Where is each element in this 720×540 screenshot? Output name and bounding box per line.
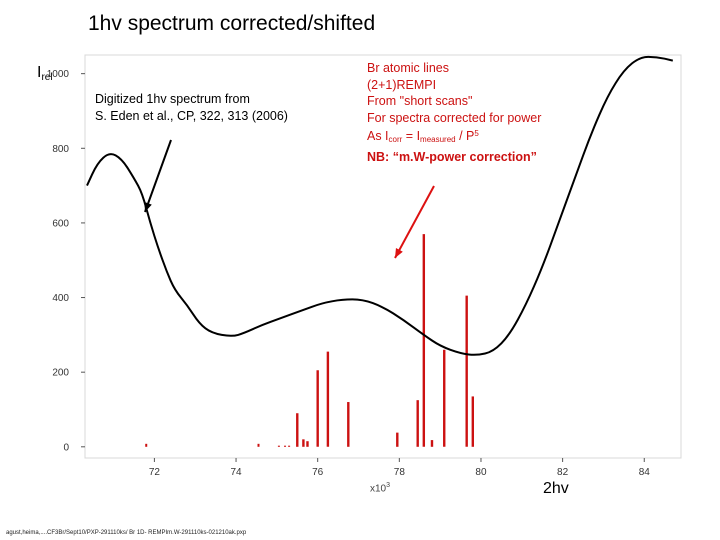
red-arrow-shaft xyxy=(394,185,435,259)
y-tick-label-600: 600 xyxy=(52,218,69,229)
x-axis-label: 2hv xyxy=(543,480,569,497)
y-axis-label-sub: rel xyxy=(41,72,53,83)
x-tick-label-78: 78 xyxy=(394,467,406,478)
y-tick-label-200: 200 xyxy=(52,368,69,379)
digitized-note-line-1: Digitized 1hv spectrum from xyxy=(95,92,250,106)
red-arrow-head xyxy=(395,248,403,258)
y-tick-label-1000: 1000 xyxy=(47,69,70,80)
br-note-line-3: From "short scans" xyxy=(367,94,473,108)
x-tick-label-84: 84 xyxy=(639,467,651,478)
plot-frame xyxy=(84,54,682,459)
x-exponent-base: x10 xyxy=(370,483,387,495)
br-note-line-4: For spectra corrected for power xyxy=(367,110,542,125)
formula-power: 5 xyxy=(474,129,479,138)
formula-as: As I xyxy=(367,129,389,143)
footer-file-path: agust,heima,....CF3Br/Sept10/PXP-291110k… xyxy=(6,530,247,536)
slide-title: 1hv spectrum corrected/shifted xyxy=(88,12,376,35)
x-tick-label-76: 76 xyxy=(312,467,324,478)
formula-div: / P xyxy=(455,129,475,143)
formula-measured: measured xyxy=(420,135,456,144)
y-tick-label-0: 0 xyxy=(63,442,69,453)
spectrum-curve xyxy=(86,55,674,356)
formula-eq: = I xyxy=(402,129,421,143)
x-tick-label-82: 82 xyxy=(557,467,569,478)
black-arrow-shaft xyxy=(144,139,172,213)
digitized-note-line-2: S. Eden et al., CP, 322, 313 (2006) xyxy=(95,109,288,123)
y-axis-label-main: I xyxy=(37,64,42,81)
x-tick-label-74: 74 xyxy=(230,467,242,478)
br-note-line-5: As Icorr = Imeasured / P5 xyxy=(367,126,541,149)
formula-corr: corr xyxy=(388,135,403,144)
y-tick-label-400: 400 xyxy=(52,293,69,304)
x-tick-label-80: 80 xyxy=(475,467,487,478)
br-note-line-2: (2+1)REMPI xyxy=(367,77,437,92)
br-lines-note: Br atomic lines (2+1)REMPI From "short s… xyxy=(367,60,541,165)
x-axis-exponent: x103 xyxy=(370,482,390,494)
br-note-line-1: Br atomic lines xyxy=(367,61,449,75)
black-arrow-head xyxy=(144,202,152,212)
y-tick-label-800: 800 xyxy=(52,144,69,155)
x-exponent-power: 3 xyxy=(386,482,391,489)
y-axis-label: Irel xyxy=(37,64,53,83)
x-tick-label-72: 72 xyxy=(149,467,161,478)
digitized-note: Digitized 1hv spectrum from S. Eden et a… xyxy=(95,91,288,125)
br-note-nb-line: NB: “m.W-power correction” xyxy=(367,149,537,164)
